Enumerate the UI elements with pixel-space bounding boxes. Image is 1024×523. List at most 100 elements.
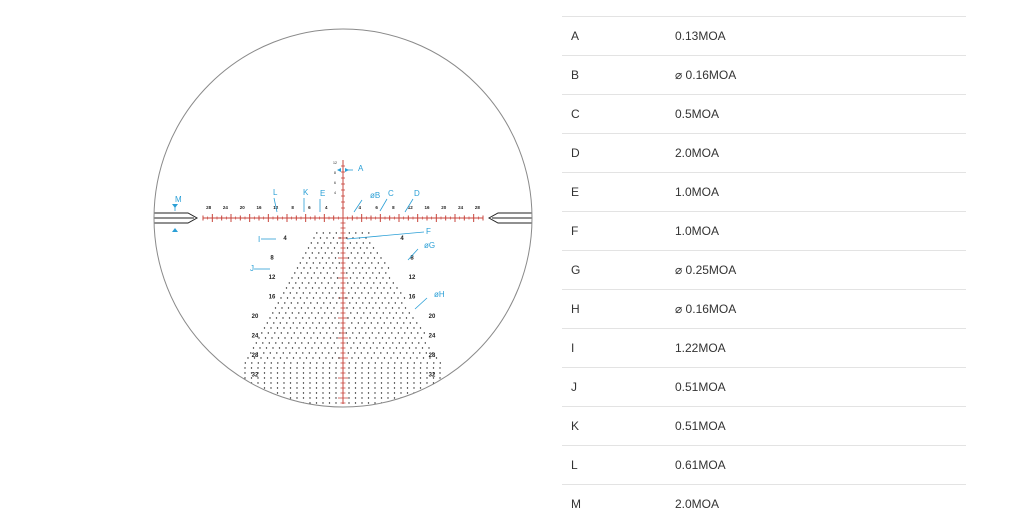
holdover-dot bbox=[315, 372, 318, 374]
holdover-dot bbox=[380, 352, 382, 354]
holdover-dot bbox=[360, 352, 362, 354]
holdover-dot bbox=[331, 357, 334, 359]
spec-key: H bbox=[571, 302, 580, 316]
holdover-dot bbox=[419, 327, 422, 329]
holdover-dot bbox=[392, 317, 395, 319]
holdover-dot bbox=[367, 352, 369, 354]
holdover-dot bbox=[296, 372, 298, 374]
holdover-dot bbox=[387, 382, 389, 384]
spec-value: 1.0MOA bbox=[675, 224, 720, 238]
holdover-dot bbox=[263, 327, 266, 329]
holdover-dot bbox=[426, 377, 428, 379]
holdover-dot bbox=[336, 337, 338, 339]
holdover-dot bbox=[387, 372, 389, 374]
holdover-dot bbox=[395, 312, 397, 314]
callout-label-a: A bbox=[358, 164, 364, 173]
holdover-dot bbox=[257, 362, 259, 364]
holdover-dot bbox=[304, 347, 307, 349]
horizontal-number: 28 bbox=[475, 205, 481, 210]
holdover-dot bbox=[379, 282, 381, 284]
holdover-dot bbox=[314, 247, 316, 249]
holdover-dot bbox=[335, 402, 337, 404]
holdover-dot bbox=[369, 277, 371, 279]
holdover-dot bbox=[354, 392, 357, 394]
spec-value: ⌀ 0.25MOA bbox=[675, 263, 737, 277]
holdover-dot bbox=[368, 267, 370, 269]
holdover-dot bbox=[388, 277, 391, 279]
holdover-dot bbox=[381, 362, 383, 364]
holdover-dot bbox=[351, 262, 353, 264]
holdover-dot bbox=[283, 402, 285, 404]
holdover-dot bbox=[380, 327, 383, 329]
holdover-dot bbox=[400, 377, 402, 379]
horizontal-number: 28 bbox=[206, 205, 212, 210]
holdover-dot bbox=[389, 287, 392, 289]
holdover-dot bbox=[251, 407, 252, 408]
holdover-dot bbox=[315, 257, 317, 259]
holdover-dot bbox=[264, 407, 265, 408]
holdover-dot bbox=[398, 307, 400, 309]
holdover-dot bbox=[315, 327, 318, 329]
holdover-dot bbox=[394, 302, 396, 304]
holdover-dot bbox=[351, 357, 353, 359]
holdover-dot bbox=[329, 232, 331, 234]
holdover-dot bbox=[375, 337, 377, 339]
holdover-dot bbox=[257, 367, 259, 369]
right-row-number: 32 bbox=[429, 373, 436, 379]
holdover-dot bbox=[419, 352, 421, 354]
holdover-dot bbox=[386, 352, 388, 354]
holdover-dot bbox=[380, 372, 383, 374]
holdover-dot bbox=[286, 297, 289, 299]
holdover-dot bbox=[263, 367, 266, 369]
spec-row-h: H ⌀ 0.16MOA bbox=[562, 290, 966, 329]
holdover-dot bbox=[265, 347, 268, 349]
holdover-dot bbox=[329, 302, 331, 304]
holdover-dot bbox=[387, 267, 390, 269]
holdover-dot bbox=[313, 307, 316, 309]
holdover-dot bbox=[412, 317, 414, 319]
holdover-dot bbox=[270, 372, 272, 374]
holdover-dot bbox=[393, 367, 396, 369]
holdover-dot bbox=[270, 397, 272, 399]
holdover-dot bbox=[325, 297, 328, 299]
holdover-dot bbox=[405, 342, 407, 344]
holdover-dot bbox=[324, 252, 326, 254]
holdover-dot bbox=[289, 372, 292, 374]
holdover-dot bbox=[310, 242, 312, 244]
holdover-dot bbox=[308, 352, 310, 354]
holdover-dot bbox=[315, 292, 317, 294]
holdover-dot bbox=[244, 377, 246, 379]
holdover-dot bbox=[268, 342, 270, 344]
holdover-dot bbox=[280, 332, 282, 334]
holdover-dot bbox=[316, 337, 319, 339]
spec-key: A bbox=[571, 29, 580, 43]
holdover-dot bbox=[327, 317, 330, 319]
holdover-dot bbox=[316, 407, 317, 408]
holdover-dot bbox=[263, 397, 266, 399]
holdover-dot bbox=[376, 287, 379, 289]
callout-leader-d bbox=[404, 198, 414, 213]
holdover-dot bbox=[328, 367, 331, 369]
callout-label-d: D bbox=[414, 189, 420, 198]
holdover-dot bbox=[417, 332, 419, 334]
holdover-dot bbox=[301, 282, 303, 284]
holdover-dot bbox=[372, 272, 374, 274]
holdover-dot bbox=[274, 307, 277, 309]
holdover-dot bbox=[318, 252, 320, 254]
holdover-dot bbox=[391, 307, 394, 309]
holdover-dot bbox=[330, 277, 332, 279]
holdover-dot bbox=[328, 402, 331, 404]
holdover-dot bbox=[403, 297, 406, 299]
holdover-dot bbox=[318, 357, 321, 359]
holdover-dot bbox=[393, 397, 396, 399]
horizontal-number: 8 bbox=[392, 205, 395, 210]
holdover-dot bbox=[432, 367, 435, 369]
holdover-dot bbox=[294, 272, 296, 274]
callout-leader-b bbox=[353, 199, 363, 213]
holdover-dot bbox=[322, 387, 324, 389]
spec-key: K bbox=[571, 419, 580, 433]
holdover-dot bbox=[296, 377, 298, 379]
holdover-dot bbox=[382, 277, 384, 279]
holdover-dot bbox=[277, 362, 279, 364]
holdover-dot bbox=[323, 302, 325, 304]
